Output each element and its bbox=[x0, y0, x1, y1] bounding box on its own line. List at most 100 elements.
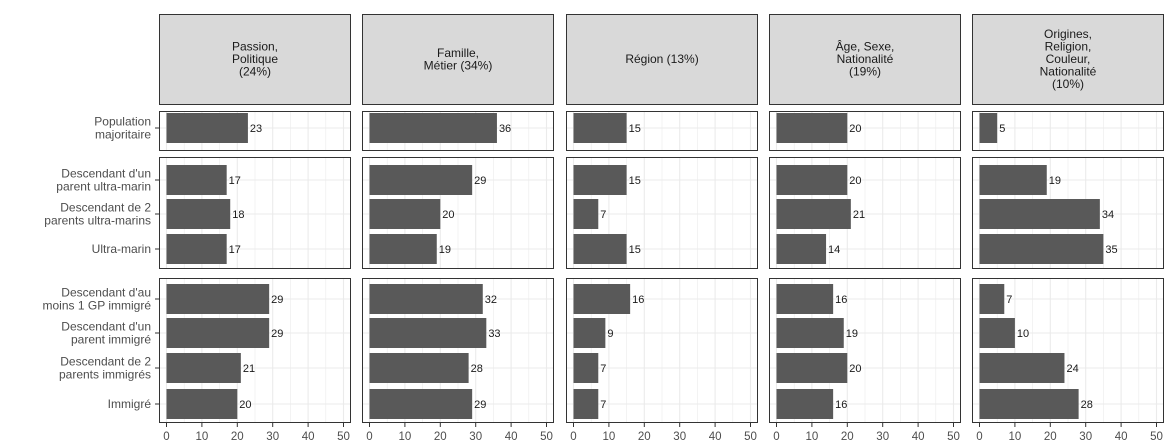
facet-column: Origines, Religion, Couleur, Nationalité (10… bbox=[972, 14, 1164, 443]
panel-border bbox=[566, 278, 758, 423]
bar bbox=[776, 318, 844, 348]
x-tick-label: 40 bbox=[505, 431, 518, 443]
bar-value-label: 15 bbox=[629, 123, 641, 135]
bar bbox=[776, 199, 851, 229]
bar-value-label: 36 bbox=[499, 123, 511, 135]
bar-value-label: 32 bbox=[485, 294, 497, 306]
facet-strip bbox=[159, 14, 351, 105]
bar-value-label: 24 bbox=[1066, 363, 1078, 375]
x-tick-label: 20 bbox=[841, 431, 854, 443]
x-tick-label: 50 bbox=[947, 431, 960, 443]
facet-column: Âge, Sexe, Nationalité (19%) 20 20 21 14 16 19 20… bbox=[769, 14, 961, 443]
panel-border bbox=[972, 278, 1164, 423]
bar-value-label: 29 bbox=[474, 399, 486, 411]
bar-value-label: 29 bbox=[474, 175, 486, 187]
bar bbox=[776, 389, 834, 419]
bar bbox=[166, 389, 238, 419]
row-label: Immigré bbox=[108, 397, 152, 411]
panel-border bbox=[159, 157, 351, 269]
x-tick-label: 50 bbox=[540, 431, 553, 443]
bar bbox=[369, 353, 469, 383]
x-tick-label: 50 bbox=[744, 431, 757, 443]
bar-value-label: 29 bbox=[271, 294, 283, 306]
bar-value-label: 7 bbox=[600, 363, 606, 375]
panel-border bbox=[972, 111, 1164, 151]
bar bbox=[573, 165, 627, 195]
bar bbox=[776, 165, 848, 195]
x-tick-label: 10 bbox=[399, 431, 412, 443]
bar bbox=[369, 234, 437, 264]
panel-border bbox=[566, 157, 758, 269]
x-tick-label: 20 bbox=[231, 431, 244, 443]
bar-value-label: 5 bbox=[999, 123, 1005, 135]
bar-value-label: 17 bbox=[229, 175, 241, 187]
bar-value-label: 20 bbox=[849, 123, 861, 135]
bar-value-label: 17 bbox=[229, 244, 241, 256]
bar bbox=[573, 353, 599, 383]
panel-border bbox=[159, 278, 351, 423]
bar-value-label: 7 bbox=[600, 399, 606, 411]
bar bbox=[369, 165, 473, 195]
facet-strip bbox=[362, 14, 554, 105]
bar bbox=[573, 284, 631, 314]
bar bbox=[776, 234, 827, 264]
bar-value-label: 20 bbox=[442, 209, 454, 221]
facet-column: Région (13%) 15 15 7 15 16 9 7 7 0 10 20 30 40 50 bbox=[566, 14, 758, 443]
bar-value-label: 20 bbox=[849, 175, 861, 187]
panel-border bbox=[769, 278, 961, 423]
facet-strip-label: Région (13%) bbox=[625, 52, 698, 66]
panel-border bbox=[769, 111, 961, 151]
x-tick-label: 50 bbox=[1150, 431, 1163, 443]
bar bbox=[369, 389, 473, 419]
row-label: Descendant d'au moins 1 GP immigré bbox=[43, 286, 152, 313]
bar-value-label: 15 bbox=[629, 244, 641, 256]
bar-value-label: 18 bbox=[232, 209, 244, 221]
x-tick-label: 10 bbox=[806, 431, 819, 443]
bar bbox=[573, 318, 606, 348]
row-label: Descendant d'un parent immigré bbox=[61, 320, 151, 347]
x-tick-label: 0 bbox=[366, 431, 372, 443]
x-tick-label: 0 bbox=[570, 431, 576, 443]
facet-strip-label: Âge, Sexe, Nationalité (19%) bbox=[836, 39, 895, 79]
bar-value-label: 35 bbox=[1105, 244, 1117, 256]
row-label: Descendant d'un parent ultra-marin bbox=[56, 167, 151, 194]
x-tick-label: 30 bbox=[469, 431, 482, 443]
facet-column: Passion, Politique (24%) 23 17 18 17 29 29 21 20 0 1… bbox=[159, 14, 351, 443]
x-tick-label: 20 bbox=[1044, 431, 1057, 443]
bar bbox=[369, 199, 441, 229]
bar-value-label: 20 bbox=[849, 363, 861, 375]
panel-border bbox=[566, 111, 758, 151]
x-tick-label: 0 bbox=[163, 431, 169, 443]
bar bbox=[979, 199, 1100, 229]
bar bbox=[573, 234, 627, 264]
bar bbox=[166, 318, 270, 348]
x-tick-label: 40 bbox=[302, 431, 315, 443]
bar-value-label: 21 bbox=[243, 363, 255, 375]
bar bbox=[979, 318, 1015, 348]
bar bbox=[166, 199, 231, 229]
facet-column: Famille, Métier (34%) 36 29 20 19 32 33 28 29 0 10 2… bbox=[362, 14, 554, 443]
bar-value-label: 7 bbox=[600, 209, 606, 221]
facet-strip-label: Origines, Religion, Couleur, Nationalité (10… bbox=[1040, 27, 1097, 91]
x-tick-label: 20 bbox=[638, 431, 651, 443]
bar bbox=[776, 113, 848, 143]
bar bbox=[166, 284, 270, 314]
x-tick-label: 10 bbox=[196, 431, 209, 443]
bar-value-label: 16 bbox=[835, 399, 847, 411]
panel-border bbox=[159, 111, 351, 151]
x-tick-label: 40 bbox=[1115, 431, 1128, 443]
facet-strip bbox=[972, 14, 1164, 105]
facet-strip bbox=[566, 14, 758, 105]
bar bbox=[776, 353, 848, 383]
bar-value-label: 16 bbox=[835, 294, 847, 306]
facet-strip-label: Passion, Politique (24%) bbox=[232, 40, 278, 79]
bar-value-label: 33 bbox=[488, 328, 500, 340]
row-label: Ultra-marin bbox=[92, 242, 151, 256]
facet-strip-label: Famille, Métier (34%) bbox=[424, 46, 493, 73]
bar bbox=[979, 165, 1047, 195]
bar-value-label: 28 bbox=[471, 363, 483, 375]
x-tick-label: 0 bbox=[976, 431, 982, 443]
panel-border bbox=[972, 157, 1164, 269]
row-label: Descendant de 2 parents immigrés bbox=[59, 355, 151, 382]
